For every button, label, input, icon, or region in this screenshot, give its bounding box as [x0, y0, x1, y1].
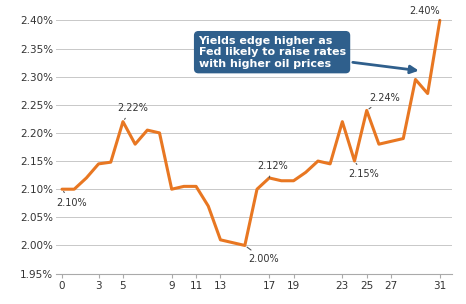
Text: Yields edge higher as
Fed likely to raise rates
with higher oil prices: Yields edge higher as Fed likely to rais… — [199, 36, 416, 73]
Text: 2.10%: 2.10% — [56, 192, 87, 208]
Text: 2.22%: 2.22% — [117, 103, 148, 119]
Text: 2.24%: 2.24% — [369, 93, 400, 109]
Text: 2.40%: 2.40% — [409, 6, 440, 20]
Text: 2.12%: 2.12% — [257, 161, 288, 178]
Text: 2.00%: 2.00% — [247, 247, 279, 264]
Text: 2.15%: 2.15% — [349, 163, 379, 179]
